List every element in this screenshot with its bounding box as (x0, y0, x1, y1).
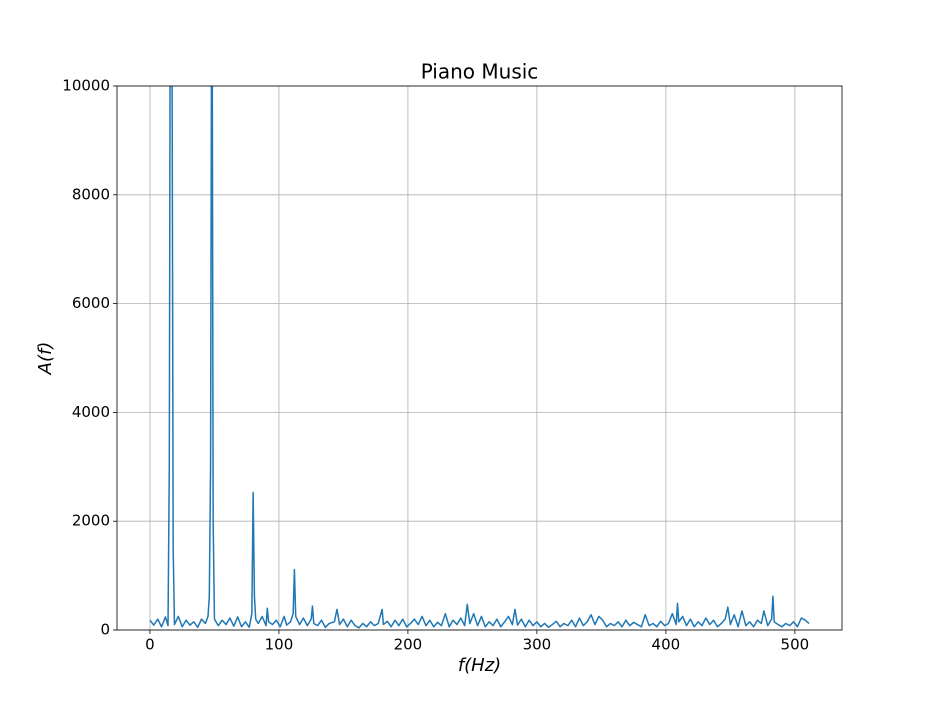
x-tick-label: 400 (652, 636, 681, 654)
y-tick-label: 4000 (72, 403, 110, 421)
plot-frame (116, 85, 843, 631)
y-axis-label: A(f) (35, 342, 56, 376)
x-tick-label: 300 (523, 636, 552, 654)
y-tick-label: 6000 (72, 294, 110, 312)
x-axis-label: f(Hz) (458, 655, 501, 676)
y-tick-label: 2000 (72, 512, 110, 530)
data-line (149, 86, 810, 629)
x-tick-label: 500 (781, 636, 810, 654)
y-tick-label: 0 (100, 621, 110, 639)
chart-title: Piano Music (421, 60, 539, 84)
x-tick-label: 100 (265, 636, 294, 654)
x-tick-label: 0 (145, 636, 155, 654)
y-tick-label: 10000 (62, 77, 110, 95)
x-tick-label: 200 (394, 636, 423, 654)
y-tick-label: 8000 (72, 185, 110, 203)
